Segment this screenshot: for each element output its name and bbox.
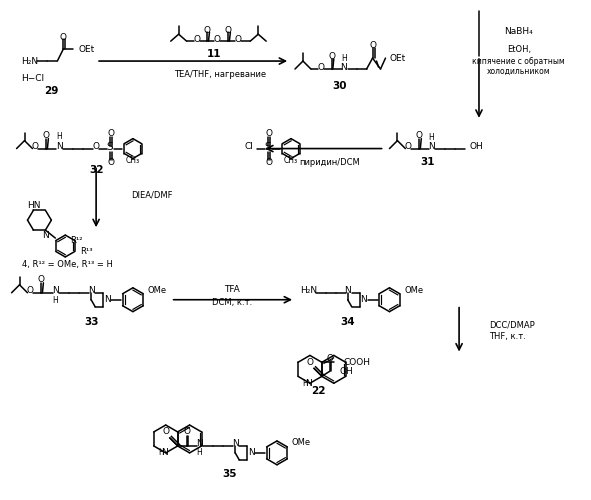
Text: O: O [326,354,333,363]
Text: CH₃: CH₃ [284,156,298,165]
Text: O: O [38,276,45,284]
Text: O: O [369,40,376,50]
Text: 32: 32 [89,166,103,175]
Text: DCC/DMAP: DCC/DMAP [489,320,535,329]
Text: O: O [60,32,67,42]
Text: N: N [345,286,351,296]
Text: 4, R¹² = OMe, R¹³ = H: 4, R¹² = OMe, R¹³ = H [21,260,112,270]
Text: TFA: TFA [225,286,240,294]
Text: H: H [197,448,202,458]
Text: O: O [307,358,314,367]
Text: Cl: Cl [244,142,253,151]
Text: 29: 29 [44,86,59,96]
Text: кипячение с обратным: кипячение с обратным [472,56,565,66]
Text: N: N [42,230,49,239]
Text: O: O [163,428,170,436]
Text: 34: 34 [340,316,355,326]
Text: O: O [184,428,191,436]
Text: OEt: OEt [78,44,95,54]
Text: N: N [196,440,203,448]
Text: R¹³: R¹³ [80,248,92,256]
Text: OMe: OMe [404,286,424,296]
Text: O: O [265,129,272,138]
Text: TEA/THF, нагревание: TEA/THF, нагревание [174,70,267,80]
Text: NaBH₄: NaBH₄ [504,26,533,36]
Text: N: N [428,142,434,151]
Text: O: O [93,142,100,151]
Text: S: S [107,142,113,152]
Text: пиридин/DCM: пиридин/DCM [300,158,360,167]
Text: COOH: COOH [343,358,371,367]
Text: 30: 30 [333,81,347,91]
Text: N: N [340,62,347,72]
Text: N: N [103,295,111,304]
Text: N: N [161,448,168,458]
Text: EtOH,: EtOH, [506,44,531,54]
Text: CH₃: CH₃ [126,156,140,165]
Text: OH: OH [469,142,483,151]
Text: S: S [265,142,271,152]
Text: H: H [53,296,59,305]
Text: O: O [204,26,211,35]
Text: N: N [232,440,239,448]
Text: O: O [108,158,115,167]
Text: THF, к.т.: THF, к.т. [489,332,526,341]
Text: OMe: OMe [148,286,167,296]
Text: H: H [302,379,308,388]
Text: 11: 11 [207,49,222,59]
Text: H: H [158,448,164,458]
Text: O: O [317,62,324,72]
Text: H₂N: H₂N [300,286,317,296]
Text: OEt: OEt [389,54,406,62]
Text: OH: OH [340,367,353,376]
Text: O: O [27,286,34,296]
Text: N: N [248,448,255,458]
Text: R¹²: R¹² [70,236,83,244]
Text: N: N [56,142,63,151]
Text: O: O [235,34,242,43]
Text: O: O [32,142,39,151]
Text: H: H [57,132,62,141]
Text: O: O [328,52,335,60]
Text: O: O [405,142,412,151]
Text: O: O [108,129,115,138]
Text: O: O [43,131,50,140]
Text: O: O [214,34,221,43]
Text: O: O [193,34,200,43]
Text: O: O [265,158,272,167]
Text: N: N [306,379,312,388]
Text: H₂N: H₂N [21,56,38,66]
Text: 35: 35 [222,469,236,479]
Text: H−Cl: H−Cl [21,74,45,84]
Text: 22: 22 [311,386,325,396]
Text: холодильником: холодильником [487,66,551,76]
Text: O: O [416,131,423,140]
Text: N: N [361,295,367,304]
Text: OMe: OMe [292,438,311,448]
Text: N: N [88,286,95,296]
Text: DCM, к.т.: DCM, к.т. [212,298,252,307]
Text: 33: 33 [84,316,98,326]
Text: DIEA/DMF: DIEA/DMF [131,191,173,200]
Text: H: H [428,133,434,142]
Text: H: H [341,54,346,62]
Text: N: N [52,286,59,296]
Text: 31: 31 [420,158,434,168]
Text: O: O [225,26,232,35]
Text: HN: HN [27,200,40,210]
